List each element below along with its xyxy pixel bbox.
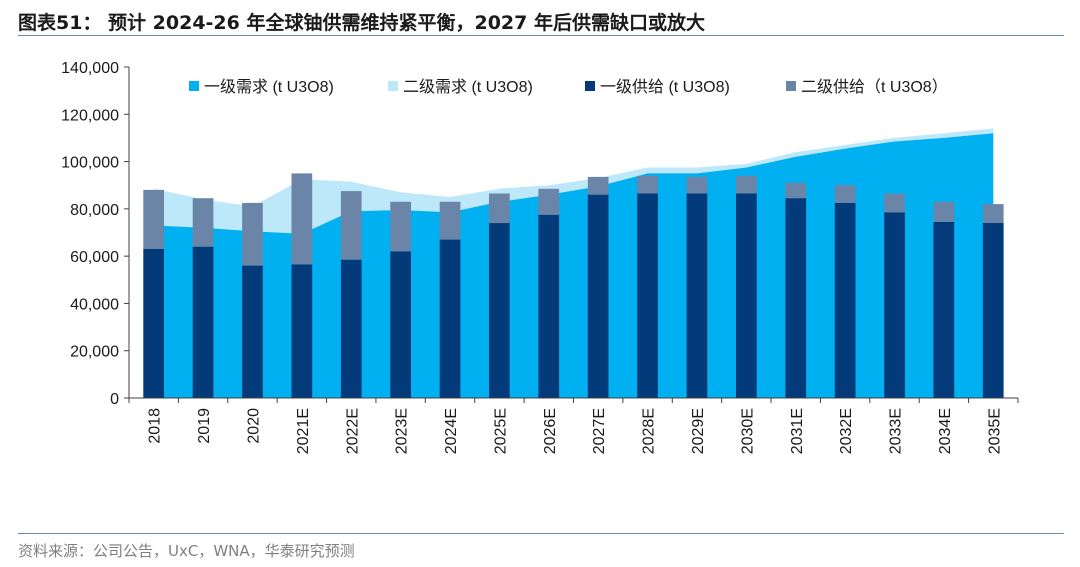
y-tick-label: 60,000 xyxy=(70,249,119,266)
secondary-supply-bar xyxy=(340,191,362,260)
secondary-supply-bar xyxy=(489,193,510,224)
primary-supply-bar xyxy=(933,221,955,398)
primary-supply-bar xyxy=(242,265,263,398)
primary-supply-bar xyxy=(340,259,362,398)
secondary-supply-bar xyxy=(884,193,905,213)
legend-swatch xyxy=(388,81,398,91)
primary-supply-bar xyxy=(686,193,708,398)
y-tick-label: 0 xyxy=(110,391,119,408)
secondary-supply-bar xyxy=(143,189,164,249)
secondary-supply-bar xyxy=(192,198,214,247)
secondary-supply-bar xyxy=(538,188,560,215)
legend-swatch xyxy=(189,81,199,91)
title-divider xyxy=(18,35,1064,36)
legend-label: 二级供给（t U3O8） xyxy=(801,78,948,96)
x-tick-label: 2025E xyxy=(492,408,509,454)
secondary-supply-bar xyxy=(686,176,708,194)
supply-bars xyxy=(143,173,1004,398)
primary-supply-bar xyxy=(982,223,1004,398)
x-tick-label: 2026E xyxy=(542,408,559,454)
secondary-supply-bar xyxy=(834,185,856,203)
legend-item: 二级需求 (t U3O8) xyxy=(388,78,533,96)
uranium-supply-demand-chart: 0 20,000 40,000 60,000 80,000 100,000 120,000 1… xyxy=(61,60,1019,454)
primary-supply-bar xyxy=(785,198,807,398)
x-tick-label: 2024E xyxy=(443,408,460,454)
x-tick-label: 2033E xyxy=(888,408,905,454)
x-tick-label: 2021E xyxy=(295,408,312,454)
primary-supply-bar xyxy=(489,223,510,398)
secondary-supply-bar xyxy=(637,175,658,194)
y-tick-label: 140,000 xyxy=(61,60,119,77)
x-tick-label: 2035E xyxy=(986,408,1003,454)
source-note: 资料来源：公司公告，UxC，WNA，华泰研究预测 xyxy=(18,542,355,560)
legend-item: 一级供给 (t U3O8) xyxy=(585,78,730,96)
secondary-supply-bar xyxy=(291,173,313,265)
primary-supply-bar xyxy=(390,251,411,398)
x-tick-label: 2019 xyxy=(196,408,213,444)
secondary-supply-bar xyxy=(982,204,1004,223)
x-tick-label: 2023E xyxy=(394,408,411,454)
x-tick-label: 2029E xyxy=(690,408,707,454)
secondary-supply-bar xyxy=(242,202,263,266)
x-tick-label: 2032E xyxy=(838,408,855,454)
chart-title: 图表51： 预计 2024-26 年全球铀供需维持紧平衡，2027 年后供需缺口… xyxy=(18,12,705,34)
primary-supply-bar xyxy=(143,249,164,398)
legend-label: 一级供给 (t U3O8) xyxy=(600,78,730,96)
axes: 0 20,000 40,000 60,000 80,000 100,000 120,000 1… xyxy=(61,60,1019,454)
primary-supply-bar xyxy=(884,212,905,398)
primary-supply-bar xyxy=(587,194,609,398)
legend-item: 二级供给（t U3O8） xyxy=(786,78,948,96)
y-tick-label: 120,000 xyxy=(61,107,119,124)
primary-supply-bar xyxy=(736,193,757,398)
secondary-supply-bar xyxy=(933,201,955,222)
footer-divider xyxy=(18,533,1064,534)
secondary-supply-bar xyxy=(587,176,609,195)
primary-supply-bar xyxy=(834,202,856,398)
primary-supply-bar xyxy=(538,214,560,398)
legend-swatch xyxy=(786,81,796,91)
x-tick-label: 2030E xyxy=(739,408,756,454)
x-tick-label: 2031E xyxy=(789,408,806,454)
primary-supply-bar xyxy=(637,193,658,398)
y-tick-label: 80,000 xyxy=(70,202,119,219)
secondary-supply-bar xyxy=(439,201,461,240)
y-tick-label: 100,000 xyxy=(61,155,119,172)
x-tick-label: 2018 xyxy=(147,408,164,444)
secondary-demand-area xyxy=(153,128,994,234)
y-tick-label: 40,000 xyxy=(70,296,119,313)
primary-supply-bar xyxy=(291,264,313,398)
x-tick-label: 2034E xyxy=(937,408,954,454)
x-tick-label: 2020 xyxy=(245,408,262,444)
secondary-supply-bar xyxy=(736,175,757,194)
secondary-supply-bar xyxy=(785,182,807,199)
y-tick-label: 20,000 xyxy=(70,344,119,361)
x-tick-label: 2027E xyxy=(591,408,608,454)
secondary-supply-bar xyxy=(390,201,411,252)
legend-label: 一级需求 (t U3O8) xyxy=(204,78,334,96)
legend-swatch xyxy=(585,81,595,91)
x-tick-label: 2022E xyxy=(344,408,361,454)
primary-demand-area xyxy=(153,133,994,398)
demand-areas xyxy=(153,128,994,398)
x-tick-label: 2028E xyxy=(641,408,658,454)
legend-item: 一级需求 (t U3O8) xyxy=(189,78,334,96)
primary-supply-bar xyxy=(192,246,214,398)
primary-supply-bar xyxy=(439,239,461,398)
legend: 一级需求 (t U3O8) 二级需求 (t U3O8) 一级供给 (t U3O8) 二… xyxy=(189,78,948,96)
legend-label: 二级需求 (t U3O8) xyxy=(403,78,533,96)
